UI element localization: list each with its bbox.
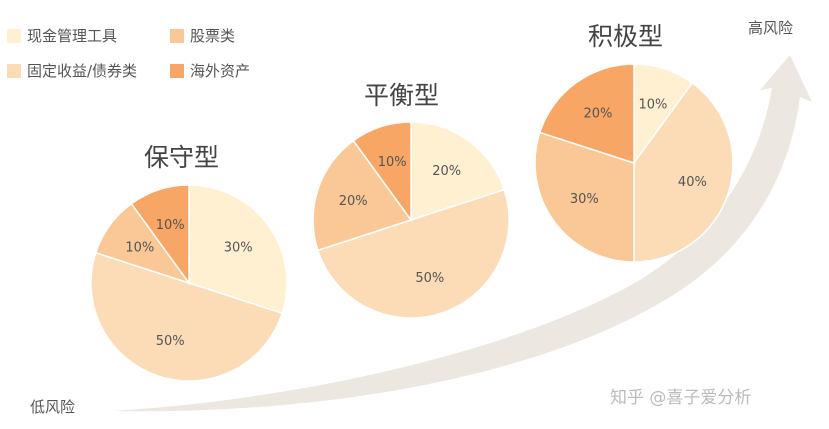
legend-swatch-overseas bbox=[170, 63, 184, 78]
pie-balanced-slice-overseas bbox=[352, 121, 412, 223]
pie-balanced-label-stock: 20% bbox=[339, 194, 368, 209]
pie-balanced: 20% 50% 20% 10% bbox=[312, 121, 510, 319]
legend-label-overseas: 海外资产 bbox=[190, 62, 251, 80]
pie-conservative-label-fixed: 50% bbox=[156, 334, 185, 349]
pie-aggressive-label-fixed: 40% bbox=[678, 175, 707, 190]
pie-aggressive-slice-fixed bbox=[633, 81, 734, 263]
pie-balanced-slice-fixed bbox=[316, 188, 510, 319]
pie-aggressive-label-cash: 10% bbox=[639, 98, 668, 113]
pie-aggressive: 10% 40% 30% 20% bbox=[534, 63, 734, 263]
pie-balanced-slice-cash bbox=[410, 121, 506, 222]
pie-title-aggressive: 积极型 bbox=[588, 22, 663, 51]
risk-low-label: 低风险 bbox=[30, 398, 75, 416]
pie-conservative-slice-overseas bbox=[130, 184, 190, 286]
legend-label-cash: 现金管理工具 bbox=[27, 27, 118, 45]
legend-swatch-cash bbox=[7, 28, 21, 43]
legend-item-cash: 现金管理工具 bbox=[7, 25, 117, 46]
legend-item-stock: 股票类 bbox=[170, 25, 235, 46]
pie-aggressive-slice-stock bbox=[534, 131, 635, 263]
pie-aggressive-slice-overseas bbox=[538, 63, 635, 165]
pie-conservative-slice-fixed bbox=[90, 251, 284, 382]
pie-conservative-label-cash: 30% bbox=[224, 240, 253, 255]
pie-aggressive-label-overseas: 20% bbox=[583, 106, 612, 121]
pie-conservative: 30% 50% 10%10% bbox=[90, 184, 288, 382]
pie-conservative-label-stock: 10% bbox=[125, 240, 154, 255]
pie-aggressive-label-stock: 30% bbox=[570, 192, 599, 207]
pie-conservative-label-overseas: 10% bbox=[156, 218, 185, 233]
watermark: 知乎 @喜子爱分析 bbox=[610, 388, 751, 408]
legend-label-fixed: 固定收益/债券类 bbox=[27, 62, 138, 80]
legend-label-stock: 股票类 bbox=[190, 27, 236, 45]
pie-balanced-slice-stock bbox=[312, 139, 413, 252]
pie-title-conservative: 保守型 bbox=[144, 143, 219, 172]
pie-title-balanced: 平衡型 bbox=[364, 81, 439, 110]
legend-swatch-fixed bbox=[7, 63, 21, 78]
pie-balanced-label-fixed: 50% bbox=[415, 271, 444, 286]
legend-swatch-stock bbox=[170, 28, 184, 43]
risk-high-label: 高风险 bbox=[748, 19, 793, 37]
pie-balanced-label-cash: 20% bbox=[432, 164, 461, 179]
pie-conservative-slice-cash bbox=[188, 184, 288, 315]
legend-item-fixed: 固定收益/债券类 bbox=[7, 60, 137, 81]
pie-balanced-label-overseas: 10% bbox=[378, 155, 407, 170]
legend-item-overseas: 海外资产 bbox=[170, 60, 250, 81]
